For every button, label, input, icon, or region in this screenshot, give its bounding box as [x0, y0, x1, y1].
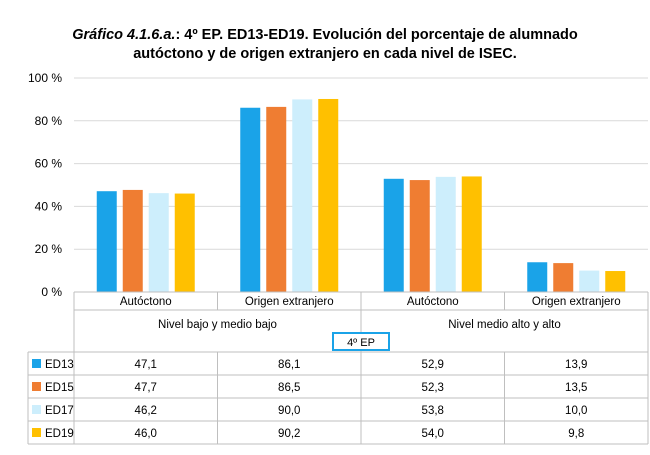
badge-box	[332, 332, 390, 351]
bar-ed19	[461, 176, 482, 292]
data-cell: 52,3	[422, 382, 444, 394]
bar-ed19	[318, 98, 339, 292]
group-label: Nivel bajo y medio bajo	[158, 319, 277, 331]
data-cell: 53,8	[422, 405, 444, 417]
data-cell: 47,1	[135, 359, 157, 371]
data-cell: 90,0	[278, 405, 300, 417]
data-cell: 86,5	[278, 382, 300, 394]
legend-label: ED17	[45, 405, 74, 417]
bar-ed13	[527, 262, 548, 292]
category-label: Autóctono	[407, 296, 459, 308]
y-tick-label: 0 %	[41, 285, 62, 299]
data-cell: 46,0	[135, 428, 157, 440]
data-cell: 90,2	[278, 428, 300, 440]
data-cell: 46,2	[135, 405, 157, 417]
bar-ed13	[240, 107, 261, 292]
category-label: Origen extranjero	[532, 296, 621, 308]
category-label: Origen extranjero	[245, 296, 334, 308]
legend-swatch-ed15	[32, 382, 41, 391]
group-label: Nivel medio alto y alto	[448, 319, 561, 331]
data-cell: 47,7	[135, 382, 157, 394]
legend-swatch-ed19	[32, 428, 41, 437]
bar-ed17	[148, 193, 169, 292]
data-cell: 86,1	[278, 359, 300, 371]
y-tick-label: 40 %	[35, 199, 63, 213]
bar-ed15	[266, 106, 287, 292]
data-cell: 54,0	[422, 428, 444, 440]
bar-ed15	[409, 180, 430, 292]
legend-swatch-ed13	[32, 359, 41, 368]
bar-ed15	[122, 189, 143, 292]
legend-label: ED13	[45, 359, 74, 371]
legend-label: ED19	[45, 428, 74, 440]
y-tick-label: 60 %	[35, 157, 63, 171]
bar-ed17	[292, 99, 313, 293]
bar-ed13	[383, 178, 404, 292]
chart-title-prefix: Gráfico 4.1.6.a.	[72, 27, 176, 43]
legend-label: ED15	[45, 382, 74, 394]
data-cell: 13,5	[565, 382, 587, 394]
bar-ed19	[605, 271, 626, 292]
data-cell: 13,9	[565, 359, 587, 371]
data-cell: 10,0	[565, 405, 587, 417]
chart-title-line2: autóctono y de origen extranjero en cada…	[133, 46, 517, 62]
bar-ed13	[96, 191, 117, 292]
chart-title-line1: : 4º EP. ED13-ED19. Evolución del porcen…	[175, 27, 578, 43]
data-cell: 52,9	[422, 359, 444, 371]
data-cell: 9,8	[568, 428, 584, 440]
badge-label: 4º EP	[347, 337, 375, 349]
legend-swatch-ed17	[32, 405, 41, 414]
bar-ed15	[553, 263, 574, 292]
chart-title: Gráfico 4.1.6.a.: 4º EP. ED13-ED19. Evol…	[0, 26, 650, 64]
y-tick-label: 100 %	[28, 71, 62, 85]
bar-ed19	[174, 193, 195, 292]
y-tick-label: 80 %	[35, 114, 63, 128]
bar-ed17	[579, 270, 600, 292]
category-label: Autóctono	[120, 296, 172, 308]
y-tick-label: 20 %	[35, 242, 63, 256]
bar-ed17	[435, 176, 456, 292]
